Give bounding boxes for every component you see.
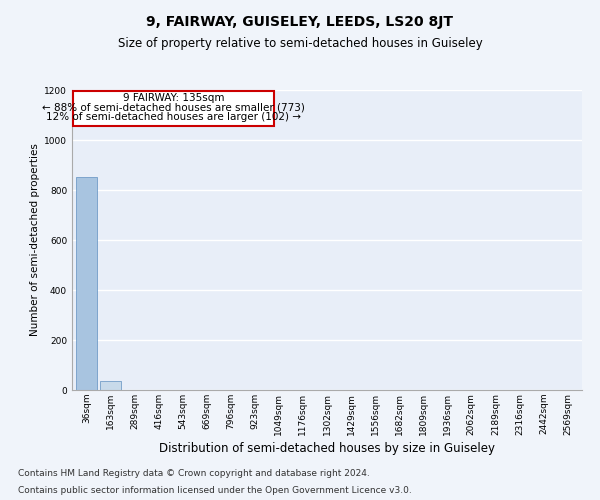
- FancyBboxPatch shape: [73, 91, 274, 126]
- Text: 9 FAIRWAY: 135sqm: 9 FAIRWAY: 135sqm: [123, 93, 224, 103]
- X-axis label: Distribution of semi-detached houses by size in Guiseley: Distribution of semi-detached houses by …: [159, 442, 495, 455]
- Y-axis label: Number of semi-detached properties: Number of semi-detached properties: [30, 144, 40, 336]
- Text: 12% of semi-detached houses are larger (102) →: 12% of semi-detached houses are larger (…: [46, 112, 301, 122]
- Text: ← 88% of semi-detached houses are smaller (773): ← 88% of semi-detached houses are smalle…: [42, 102, 305, 113]
- Text: Contains public sector information licensed under the Open Government Licence v3: Contains public sector information licen…: [18, 486, 412, 495]
- Text: Contains HM Land Registry data © Crown copyright and database right 2024.: Contains HM Land Registry data © Crown c…: [18, 468, 370, 477]
- Text: 9, FAIRWAY, GUISELEY, LEEDS, LS20 8JT: 9, FAIRWAY, GUISELEY, LEEDS, LS20 8JT: [146, 15, 454, 29]
- Text: Size of property relative to semi-detached houses in Guiseley: Size of property relative to semi-detach…: [118, 38, 482, 51]
- Bar: [100, 381, 121, 390]
- Bar: [76, 177, 97, 390]
